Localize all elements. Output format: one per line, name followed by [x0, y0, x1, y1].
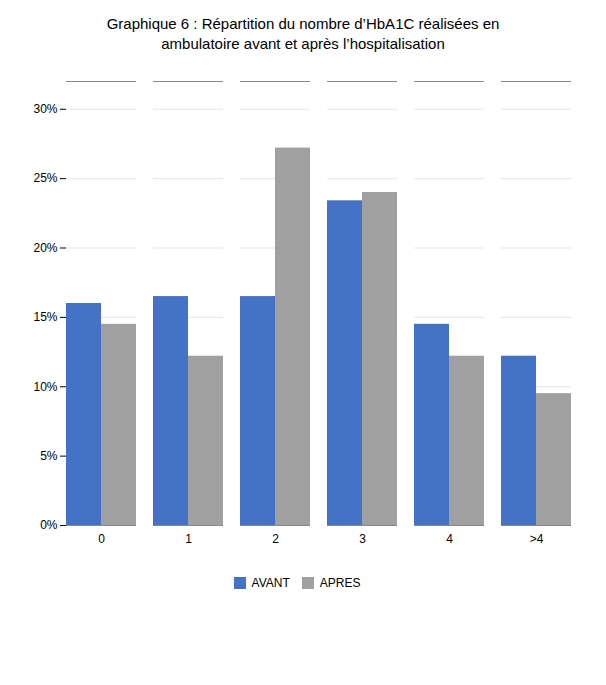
svg-text:0%: 0% [40, 518, 58, 532]
svg-text:5%: 5% [40, 448, 58, 462]
html-text:Graphique 6 : Répartition du n: Graphique 6 : Répartition du nombre d’Hb… [106, 15, 500, 53]
svg-text:30%: 30% [33, 102, 57, 116]
svg-text:1: 1 [185, 532, 192, 546]
html-text:AVANT: AVANT [251, 576, 290, 590]
svg-text:4: 4 [446, 532, 453, 546]
svg-text:15%: 15% [33, 310, 57, 324]
svg-text:25%: 25% [33, 171, 57, 185]
svg-text:>4: >4 [530, 532, 544, 546]
svg-text:2: 2 [272, 532, 279, 546]
html-text:APRES: APRES [319, 576, 361, 590]
svg-text:20%: 20% [33, 240, 57, 254]
svg-text:3: 3 [359, 532, 366, 546]
svg-text:10%: 10% [33, 379, 57, 393]
svg-text:0: 0 [98, 532, 105, 546]
